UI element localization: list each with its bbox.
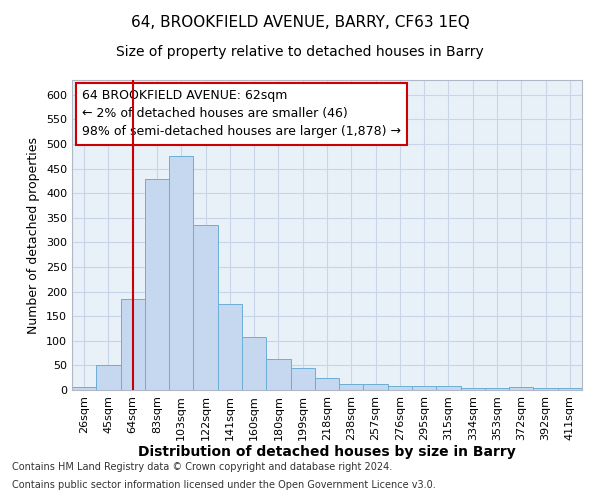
Bar bbox=[169, 156, 193, 390]
Bar bbox=[290, 368, 315, 390]
Bar bbox=[436, 386, 461, 390]
Bar bbox=[145, 180, 169, 390]
Bar bbox=[412, 386, 436, 390]
Bar bbox=[96, 365, 121, 390]
Bar bbox=[388, 386, 412, 390]
Bar bbox=[72, 386, 96, 390]
Bar bbox=[509, 386, 533, 390]
Bar bbox=[339, 384, 364, 390]
Text: Contains HM Land Registry data © Crown copyright and database right 2024.: Contains HM Land Registry data © Crown c… bbox=[12, 462, 392, 472]
Bar bbox=[315, 378, 339, 390]
Bar bbox=[461, 388, 485, 390]
Text: Contains public sector information licensed under the Open Government Licence v3: Contains public sector information licen… bbox=[12, 480, 436, 490]
Y-axis label: Number of detached properties: Number of detached properties bbox=[28, 136, 40, 334]
Bar bbox=[121, 299, 145, 390]
Bar bbox=[193, 224, 218, 390]
Bar bbox=[533, 388, 558, 390]
Bar bbox=[242, 338, 266, 390]
Bar bbox=[364, 384, 388, 390]
Text: 64, BROOKFIELD AVENUE, BARRY, CF63 1EQ: 64, BROOKFIELD AVENUE, BARRY, CF63 1EQ bbox=[131, 15, 469, 30]
Text: Size of property relative to detached houses in Barry: Size of property relative to detached ho… bbox=[116, 45, 484, 59]
Text: 64 BROOKFIELD AVENUE: 62sqm
← 2% of detached houses are smaller (46)
98% of semi: 64 BROOKFIELD AVENUE: 62sqm ← 2% of deta… bbox=[82, 90, 401, 138]
Bar bbox=[558, 388, 582, 390]
Bar bbox=[218, 304, 242, 390]
X-axis label: Distribution of detached houses by size in Barry: Distribution of detached houses by size … bbox=[138, 446, 516, 460]
Bar bbox=[485, 388, 509, 390]
Bar bbox=[266, 360, 290, 390]
